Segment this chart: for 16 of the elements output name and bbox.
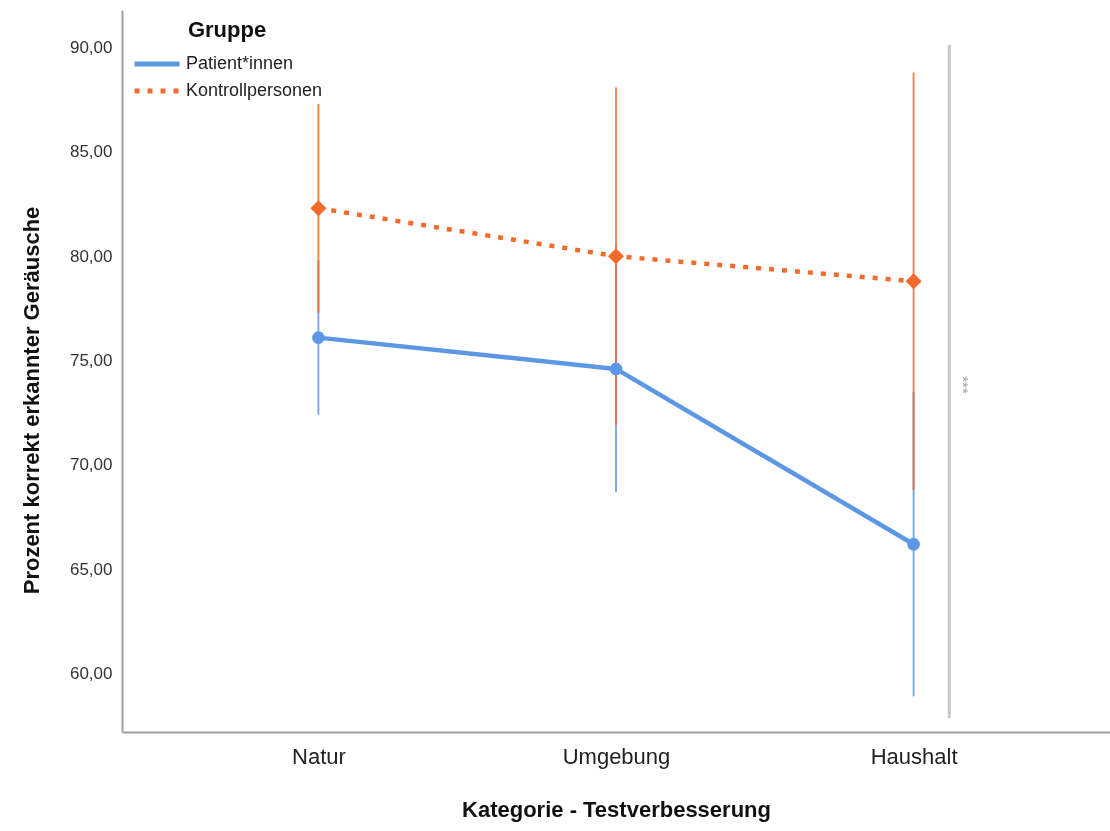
x-axis-title: Kategorie - Testverbesserung [462, 796, 771, 822]
y-tick-label: 65,00 [69, 559, 113, 579]
y-axis-title: Prozent korrekt erkannter Geräusche [18, 206, 44, 595]
y-tick-label: 70,00 [69, 455, 113, 475]
x-tick-label: Umgebung [562, 743, 671, 769]
annotation: *** [955, 376, 973, 394]
y-tick-label: 90,00 [69, 38, 113, 58]
y-tick-label: 80,00 [69, 246, 113, 266]
legend-title: Gruppe [187, 17, 267, 42]
legend-label: Kontrollpersonen [186, 80, 323, 100]
y-tick-label: 85,00 [69, 142, 113, 162]
x-tick-label: Haushalt [870, 743, 958, 769]
x-tick-label: Natur [292, 743, 346, 769]
y-tick-label: 75,00 [69, 351, 113, 371]
legend-label: Patient*innen [186, 53, 294, 73]
y-tick-label: 60,00 [69, 664, 113, 684]
